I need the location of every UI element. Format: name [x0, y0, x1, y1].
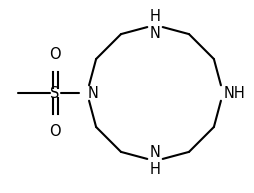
Text: O: O	[49, 47, 61, 62]
Text: O: O	[49, 124, 61, 139]
Text: NH: NH	[224, 85, 246, 101]
Text: N: N	[150, 26, 161, 41]
Text: N: N	[150, 145, 161, 160]
Text: H: H	[150, 9, 161, 24]
Text: S: S	[50, 85, 60, 101]
Text: H: H	[150, 162, 161, 177]
Text: N: N	[88, 85, 99, 101]
